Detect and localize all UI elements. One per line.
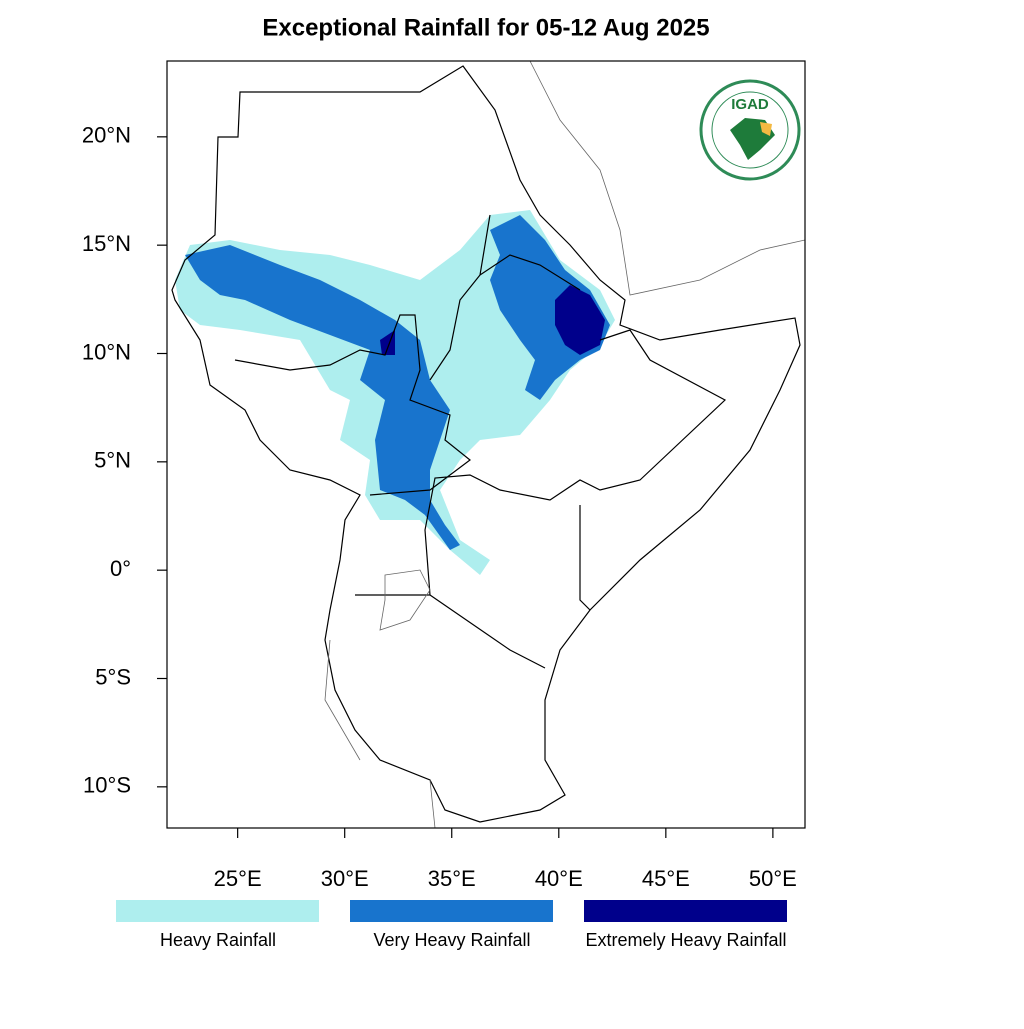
logo-text: IGAD — [731, 96, 769, 113]
logo-inner-ring — [711, 91, 789, 169]
y-tick-label: 20°N — [82, 123, 131, 148]
rainfall — [175, 210, 615, 575]
x-tick-label: 50°E — [749, 866, 797, 891]
x-tick-label: 35°E — [428, 866, 476, 891]
legend-swatch — [350, 900, 553, 922]
neighbor-coast — [324, 60, 806, 829]
coastline — [171, 65, 801, 823]
y-tick-label: 5°N — [94, 448, 131, 473]
logo-region — [760, 122, 772, 136]
axes: 25°E 30°E 35°E 40°E 45°E 50°E 20°N 15°N 10°N 5°N 0… — [82, 123, 797, 891]
y-tick-label: 10°N — [82, 339, 131, 364]
country-border — [234, 214, 727, 669]
map-title: Exceptional Rainfall for 05-12 Aug 2025 — [262, 14, 709, 41]
x-tick-label: 45°E — [642, 866, 690, 891]
legend-label: Extremely Heavy Rainfall — [585, 930, 786, 950]
plot-frame — [166, 60, 806, 829]
y-tick-label: 10°S — [83, 773, 131, 798]
legend: Heavy Rainfall Very Heavy Rainfall Extreme… — [116, 900, 787, 950]
borders — [171, 60, 806, 829]
legend-label: Heavy Rainfall — [160, 930, 276, 950]
y-tick-label: 0° — [110, 556, 131, 581]
y-tick-label: 5°S — [95, 664, 131, 689]
igad-logo: IGAD — [699, 79, 801, 181]
legend-swatch — [116, 900, 319, 922]
legend-label: Very Heavy Rainfall — [373, 930, 530, 950]
x-tick-label: 30°E — [321, 866, 369, 891]
very-heavy-rain-area — [185, 215, 610, 550]
x-tick-label: 40°E — [535, 866, 583, 891]
extreme-rain-area — [380, 285, 605, 355]
x-tick-label: 25°E — [214, 866, 262, 891]
legend-swatch — [584, 900, 787, 922]
y-tick-label: 15°N — [82, 231, 131, 256]
